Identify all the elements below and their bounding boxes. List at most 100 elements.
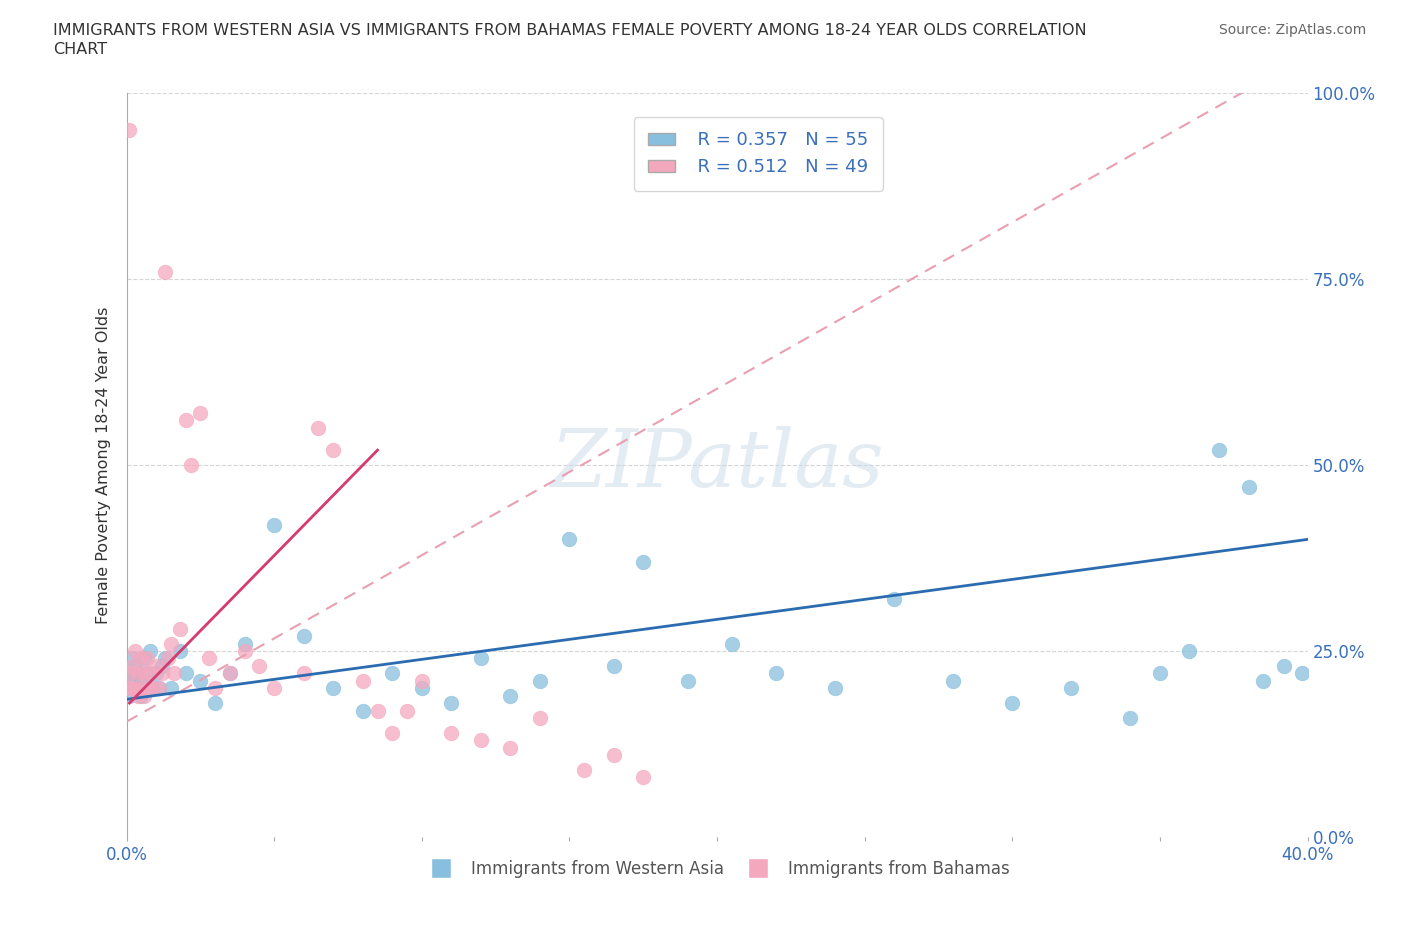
Point [529, 711, 551, 725]
Point [160, 681, 183, 696]
Point [129, 651, 153, 666]
Point [136, 681, 159, 696]
Point [121, 658, 143, 673]
Point [233, 636, 256, 651]
Point [124, 658, 146, 673]
Point [883, 591, 905, 606]
Point [121, 673, 143, 688]
Point [1060, 681, 1083, 696]
Point [292, 629, 315, 644]
Point [381, 725, 404, 740]
Point [118, 666, 141, 681]
Point [136, 666, 159, 681]
Point [308, 420, 330, 435]
Point [145, 666, 167, 681]
Point [118, 688, 141, 703]
Point [118, 666, 141, 681]
Point [129, 673, 153, 688]
Point [942, 673, 965, 688]
Point [1237, 480, 1260, 495]
Point [139, 666, 162, 681]
Point [633, 770, 655, 785]
Point [263, 681, 285, 696]
Point [153, 264, 176, 279]
Point [134, 651, 156, 666]
Point [381, 666, 404, 681]
Point [148, 681, 170, 696]
Point [1253, 673, 1275, 688]
Point [134, 688, 156, 703]
Text: IMMIGRANTS FROM WESTERN ASIA VS IMMIGRANTS FROM BAHAMAS FEMALE POVERTY AMONG 18-: IMMIGRANTS FROM WESTERN ASIA VS IMMIGRAN… [53, 23, 1087, 38]
Text: ZIPatlas: ZIPatlas [550, 426, 884, 504]
Point [411, 673, 433, 688]
Point [824, 681, 846, 696]
Point [127, 688, 149, 703]
Point [352, 673, 374, 688]
Point [142, 681, 165, 696]
Point [169, 621, 191, 636]
Point [169, 644, 191, 658]
Y-axis label: Female Poverty Among 18-24 Year Olds: Female Poverty Among 18-24 Year Olds [96, 306, 111, 624]
Point [499, 740, 522, 755]
Point [156, 651, 179, 666]
Point [676, 673, 699, 688]
Point [1208, 443, 1230, 458]
Point [529, 673, 551, 688]
Point [150, 666, 173, 681]
Point [124, 681, 146, 696]
Point [134, 666, 156, 681]
Point [633, 554, 655, 569]
Point [352, 703, 374, 718]
Point [765, 666, 787, 681]
Point [127, 666, 149, 681]
Point [121, 651, 143, 666]
Point [118, 123, 141, 138]
Point [129, 681, 153, 696]
Point [174, 666, 197, 681]
Point [136, 651, 159, 666]
Point [134, 681, 156, 696]
Point [1001, 696, 1024, 711]
Point [249, 658, 271, 673]
Point [440, 696, 463, 711]
Point [188, 673, 212, 688]
Point [127, 666, 149, 681]
Point [574, 763, 596, 777]
Point [150, 658, 173, 673]
Point [263, 517, 285, 532]
Point [188, 405, 212, 420]
Point [233, 644, 256, 658]
Point [322, 443, 344, 458]
Point [204, 681, 226, 696]
Point [603, 748, 626, 763]
Point [124, 681, 146, 696]
Point [1272, 658, 1295, 673]
Point [219, 666, 242, 681]
Point [322, 681, 344, 696]
Point [198, 651, 221, 666]
Point [1291, 666, 1313, 681]
Point [139, 644, 162, 658]
Point [470, 651, 492, 666]
Point [440, 725, 463, 740]
Point [396, 703, 419, 718]
Point [163, 666, 186, 681]
Text: Source: ZipAtlas.com: Source: ZipAtlas.com [1219, 23, 1367, 37]
Point [219, 666, 242, 681]
Point [367, 703, 389, 718]
Point [148, 681, 170, 696]
Point [1119, 711, 1142, 725]
Point [558, 532, 581, 547]
Point [499, 688, 522, 703]
Point [1178, 644, 1201, 658]
Point [124, 644, 146, 658]
Point [129, 688, 153, 703]
Point [1149, 666, 1171, 681]
Point [121, 681, 143, 696]
Point [603, 658, 626, 673]
Text: CHART: CHART [53, 42, 107, 57]
Legend: Immigrants from Western Asia, Immigrants from Bahamas: Immigrants from Western Asia, Immigrants… [418, 853, 1017, 884]
Point [411, 681, 433, 696]
Point [145, 658, 167, 673]
Point [142, 681, 165, 696]
